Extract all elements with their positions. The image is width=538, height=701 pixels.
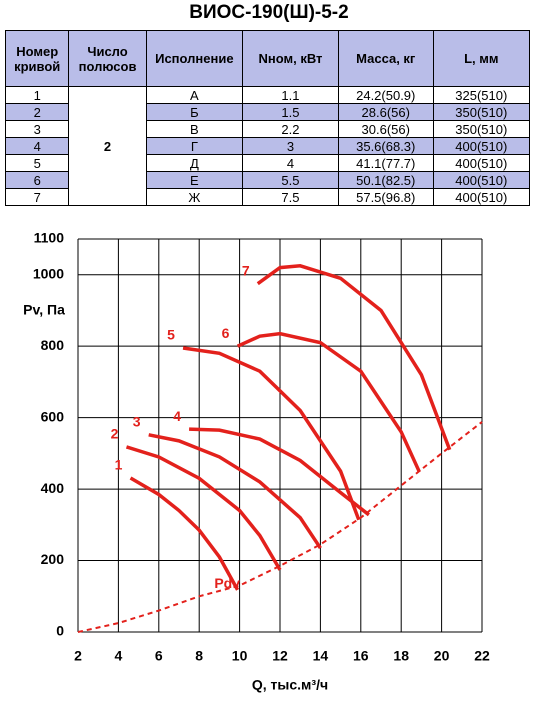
curve-label: 2 xyxy=(111,426,119,442)
x-tick-label: 20 xyxy=(434,648,450,664)
column-header: Номер кривой xyxy=(4,30,70,87)
table-cell: 2.2 xyxy=(242,120,339,138)
table-cell: 400(510) xyxy=(432,188,531,206)
curve-label: 5 xyxy=(167,327,175,343)
y-tick-label: 400 xyxy=(41,480,65,496)
curve-label: 7 xyxy=(242,262,250,278)
title: ВИОС-190(Ш)-5-2 xyxy=(189,2,349,23)
curve-label: 6 xyxy=(222,325,230,341)
x-tick-label: 16 xyxy=(353,648,369,664)
table-cell: 7.5 xyxy=(242,188,339,206)
table-cell: 6 xyxy=(4,171,70,189)
y-axis-label: Pv, Па xyxy=(23,302,65,318)
table-row: 5 Д 4 41.1(77.7) 400(510) xyxy=(4,154,531,172)
x-tick-label: 10 xyxy=(232,648,248,664)
y-tick-label: 200 xyxy=(41,551,65,567)
table-cell: 400(510) xyxy=(432,137,531,155)
table-cell: Ж xyxy=(145,188,244,206)
y-tick-label: 800 xyxy=(41,337,65,353)
x-axis-label: Q, тыс.м³/ч xyxy=(252,677,328,693)
curve-label: 1 xyxy=(115,457,123,473)
table-cell: 1.1 xyxy=(242,86,339,104)
column-header: Число полюсов xyxy=(68,30,147,87)
column-header: L, мм xyxy=(432,30,531,87)
table-cell: 325(510) xyxy=(432,86,531,104)
curve xyxy=(236,331,421,473)
table-cell: 1.5 xyxy=(242,103,339,121)
x-tick-label: 4 xyxy=(115,648,123,664)
table-cell: 350(510) xyxy=(432,103,531,121)
table-cell: 35.6(68.3) xyxy=(337,137,434,155)
table-row: 7 Ж 7.5 57.5(96.8) 400(510) xyxy=(4,188,531,206)
curve-label: 4 xyxy=(173,408,181,424)
table-cell: 4 xyxy=(4,137,70,155)
table-cell: А xyxy=(145,86,244,104)
x-tick-label: 12 xyxy=(272,648,288,664)
table-row: 6 Е 5.5 50.1(82.5) 400(510) xyxy=(4,171,531,189)
table-cell: Г xyxy=(145,137,244,155)
column-header: Исполнение xyxy=(145,30,244,87)
curve xyxy=(182,346,361,521)
table-cell: 400(510) xyxy=(432,154,531,172)
table-cell: 57.5(96.8) xyxy=(337,188,434,206)
table-cell: 50.1(82.5) xyxy=(337,171,434,189)
y-tick-label: 0 xyxy=(56,623,64,639)
table-cell: 30.6(56) xyxy=(337,120,434,138)
curve xyxy=(129,476,240,591)
curve-label: 3 xyxy=(133,413,141,429)
table-cell: 41.1(77.7) xyxy=(337,154,434,172)
table-cell: 400(510) xyxy=(432,171,531,189)
table-cell: 28.6(56) xyxy=(337,103,434,121)
curve xyxy=(189,427,370,517)
column-header: Масса, кг xyxy=(337,30,434,87)
table-row: 1 2 А 1.1 24.2(50.9) 325(510) xyxy=(4,86,531,206)
y-tick-label: 1100 xyxy=(34,230,65,246)
table-row: 4 Г 3 35.6(68.3) 400(510) xyxy=(4,137,531,155)
y-tick-label: 1000 xyxy=(33,265,64,281)
poles-cell: 2 xyxy=(68,86,147,206)
table-cell: 24.2(50.9) xyxy=(337,86,434,104)
header-row: Номер кривой Число полюсов Исполнение Nном,… xyxy=(4,30,531,87)
table-cell: 5.5 xyxy=(242,171,339,189)
table: Номер кривой Число полюсов Исполнение Nном,… xyxy=(4,30,531,206)
x-tick-label: 14 xyxy=(313,648,329,664)
curve-label: Pdv xyxy=(214,575,240,591)
table-row: 3 В 2.2 30.6(56) 350(510) xyxy=(4,120,531,138)
y-tick-label: 600 xyxy=(41,408,65,424)
table-cell: Д xyxy=(145,154,244,172)
table-cell: Б xyxy=(145,103,244,121)
curve xyxy=(125,445,282,571)
curve xyxy=(148,433,322,550)
table-cell: В xyxy=(145,120,244,138)
x-tick-label: 2 xyxy=(74,648,82,664)
x-tick-label: 8 xyxy=(195,648,203,664)
table-cell: 350(510) xyxy=(432,120,531,138)
column-header: Nном, кВт xyxy=(242,30,339,87)
table-cell: 2 xyxy=(4,103,70,121)
table-cell: 3 xyxy=(242,137,339,155)
x-tick-label: 6 xyxy=(155,648,163,664)
curve xyxy=(256,264,452,451)
x-tick-label: 18 xyxy=(393,648,409,664)
table-cell: 5 xyxy=(4,154,70,172)
table-cell: 3 xyxy=(4,120,70,138)
table-cell: Е xyxy=(145,171,244,189)
table-cell: 1 xyxy=(4,86,70,104)
table-cell: 7 xyxy=(4,188,70,206)
x-tick-label: 22 xyxy=(474,648,490,664)
table-cell: 4 xyxy=(242,154,339,172)
